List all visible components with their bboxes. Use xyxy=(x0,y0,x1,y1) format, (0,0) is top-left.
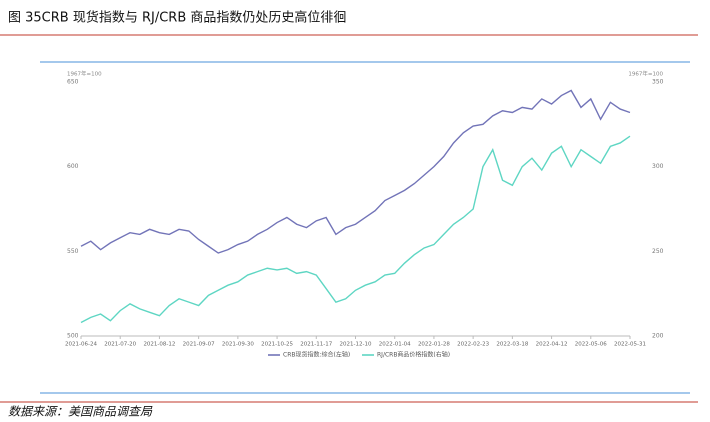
y2-tick-label: 200 xyxy=(652,333,664,340)
x-tick-label: 2022-02-23 xyxy=(457,342,489,348)
x-tick-label: 2021-09-30 xyxy=(222,342,254,348)
x-tick-label: 2022-05-06 xyxy=(575,342,607,348)
y-tick-label: 600 xyxy=(67,163,79,170)
series-line xyxy=(80,135,631,324)
legend-label: CRB现货指数:综合(左轴) xyxy=(283,351,350,359)
legend-label: RJ/CRB商品价格指数(右轴) xyxy=(377,351,450,359)
x-tick-label: 2021-12-10 xyxy=(340,342,372,348)
x-tick-label: 2021-10-25 xyxy=(261,342,293,348)
x-tick-label: 2022-04-12 xyxy=(536,342,568,348)
y2-tick-label: 250 xyxy=(652,248,664,255)
y2-tick-label: 350 xyxy=(652,79,664,86)
x-tick-label: 2022-05-31 xyxy=(614,342,646,348)
source: 数据来源：美国商品调查局 xyxy=(8,405,153,419)
y-tick-label: 550 xyxy=(67,248,79,255)
y-axis-label: 1967年=100 xyxy=(67,70,102,78)
x-tick-label: 2022-01-04 xyxy=(379,342,411,348)
chart-title: 图 35CRB 现货指数与 RJ/CRB 商品指数仍处历史高位徘徊 xyxy=(8,10,346,26)
y-tick-label: 500 xyxy=(67,333,79,340)
x-tick-label: 2021-09-07 xyxy=(183,342,215,348)
x-tick-label: 2021-11-17 xyxy=(300,342,332,348)
y-tick-label: 650 xyxy=(67,79,79,86)
y2-tick-label: 300 xyxy=(652,163,664,170)
x-tick-label: 2021-08-12 xyxy=(143,342,175,348)
x-tick-label: 2021-06-24 xyxy=(65,342,97,348)
x-tick-label: 2022-03-18 xyxy=(496,342,528,348)
x-tick-label: 2022-01-28 xyxy=(418,342,450,348)
x-tick-label: 2021-07-20 xyxy=(104,342,136,348)
series-line xyxy=(80,89,631,254)
y2-axis-label: 1967年=100 xyxy=(628,70,663,78)
